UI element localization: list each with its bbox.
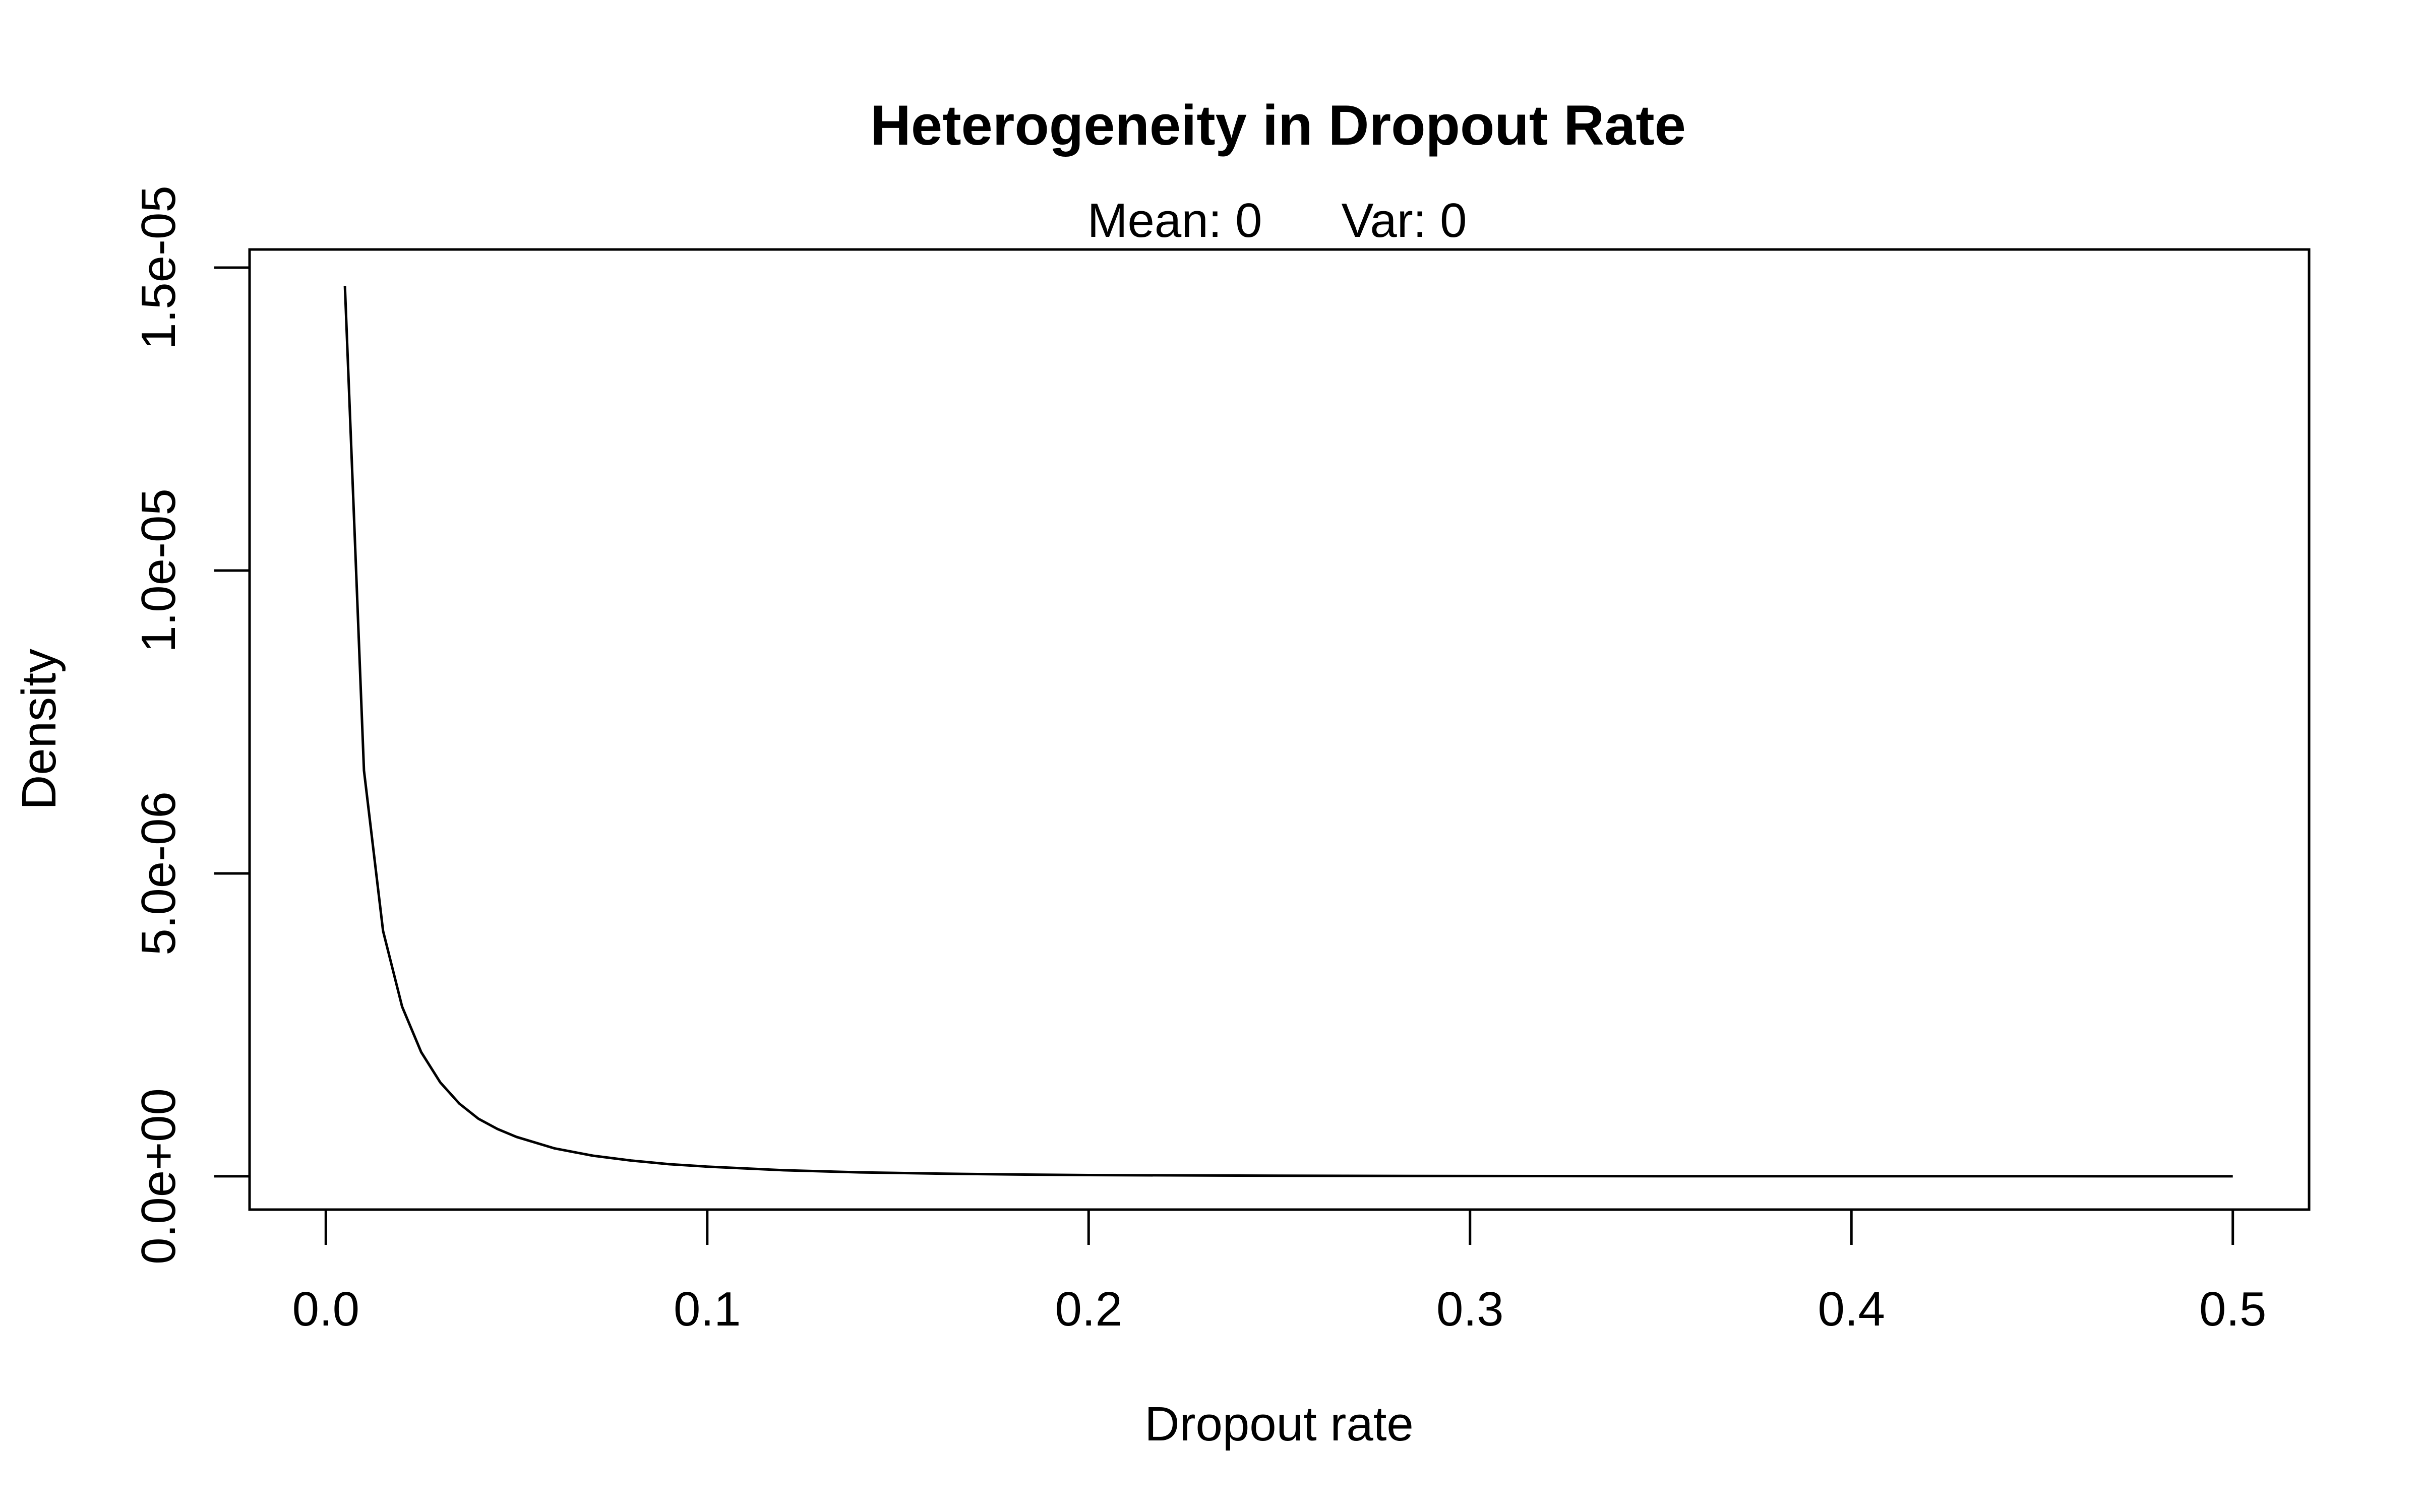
y-tick-label: 1.5e-05 xyxy=(132,185,186,350)
x-tick-label: 0.1 xyxy=(674,1282,741,1336)
y-tick-label: 0.0e+00 xyxy=(132,1088,186,1265)
chart-subtitle-var: Var: 0 xyxy=(1342,194,1467,247)
x-tick-label: 0.4 xyxy=(1818,1282,1885,1336)
chart-title: Heterogeneity in Dropout Rate xyxy=(870,94,1686,157)
plot-frame xyxy=(248,248,2311,1211)
x-tick-label: 0.5 xyxy=(2199,1282,2266,1336)
chart-subtitle-mean: Mean: 0 xyxy=(1087,194,1262,247)
y-tick-label: 5.0e-06 xyxy=(132,791,186,956)
x-axis: 0.0 0.1 0.2 0.3 0.4 0.5 xyxy=(292,1208,2266,1336)
y-tick-label: 1.0e-05 xyxy=(132,488,186,653)
y-axis: 0.0e+00 5.0e-06 1.0e-05 1.5e-05 xyxy=(132,185,251,1265)
x-tick-label: 0.0 xyxy=(292,1282,359,1336)
x-axis-label: Dropout rate xyxy=(1144,1397,1414,1451)
x-tick-label: 0.2 xyxy=(1055,1282,1122,1336)
series-layer xyxy=(343,286,2233,1178)
density-line xyxy=(343,286,2233,1178)
y-axis-label: Density xyxy=(12,649,66,810)
x-tick-label: 0.3 xyxy=(1436,1282,1503,1336)
